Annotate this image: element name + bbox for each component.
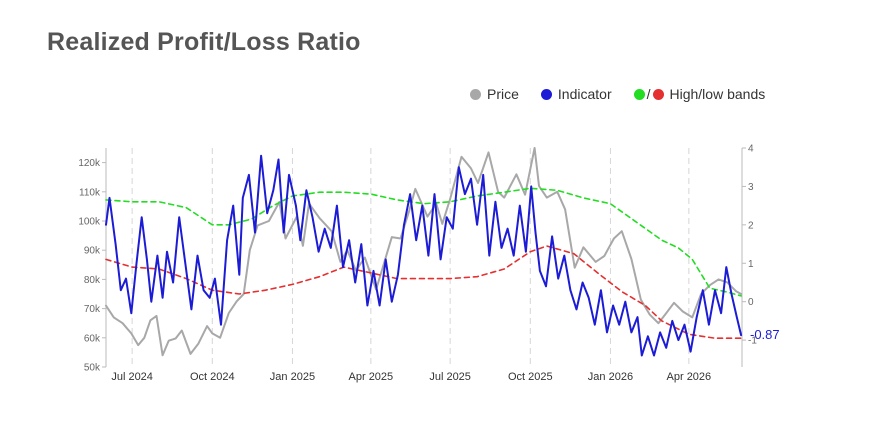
left-axis-tick-label: 120k (78, 158, 101, 169)
left-axis-tick-label: 50k (84, 363, 101, 374)
legend-item-bands[interactable]: / High/low bands (633, 86, 766, 102)
x-tick-label: Oct 2024 (190, 371, 235, 383)
left-axis-tick-label: 100k (78, 217, 101, 228)
right-axis-tick-label: 2 (748, 220, 754, 231)
x-tick-label: Jan 2026 (588, 371, 633, 383)
legend-item-price[interactable]: Price (470, 86, 519, 102)
x-tick-label: Jan 2025 (270, 371, 315, 383)
legend-bands-label: High/low bands (669, 86, 766, 102)
left-axis-tick-label: 110k (79, 187, 101, 198)
high-band-swatch-icon (633, 88, 645, 100)
x-tick-label: Apr 2025 (349, 371, 394, 383)
series-line-indicator (105, 154, 743, 357)
low-band-swatch-icon (652, 88, 664, 100)
legend-price-label: Price (487, 86, 519, 102)
bands-separator: / (646, 86, 651, 102)
series-line-low-band (105, 245, 742, 339)
right-axis-tick-label: 3 (748, 182, 754, 193)
left-axis-tick-label: 60k (84, 333, 101, 344)
chart-title: Realized Profit/Loss Ratio (47, 28, 361, 56)
price-swatch-icon (470, 88, 481, 100)
indicator-swatch-icon (540, 88, 552, 100)
legend-item-indicator[interactable]: Indicator (540, 86, 612, 102)
series-line-high-band (105, 187, 742, 297)
x-tick-label: Jul 2024 (111, 371, 153, 383)
right-axis-tick-label: 4 (748, 144, 754, 155)
legend-indicator-label: Indicator (557, 86, 612, 102)
chart-legend: Price Indicator / High/low bands (470, 86, 765, 102)
left-axis-tick-label: 90k (84, 246, 101, 257)
right-axis-tick-label: 1 (748, 259, 754, 270)
right-axis-tick-label: 0 (748, 297, 754, 308)
x-tick-label: Oct 2025 (508, 371, 553, 383)
x-tick-label: Apr 2026 (667, 371, 712, 383)
bands-swatch-group: / (633, 86, 664, 102)
left-axis-tick-label: 70k (84, 304, 101, 315)
series-line-price (105, 147, 743, 357)
right-axis-tick-label: -1 (748, 336, 757, 347)
left-axis-tick-label: 80k (84, 275, 101, 286)
x-tick-label: Jul 2025 (429, 371, 471, 383)
indicator-last-value-label: -0.87 (750, 327, 780, 342)
